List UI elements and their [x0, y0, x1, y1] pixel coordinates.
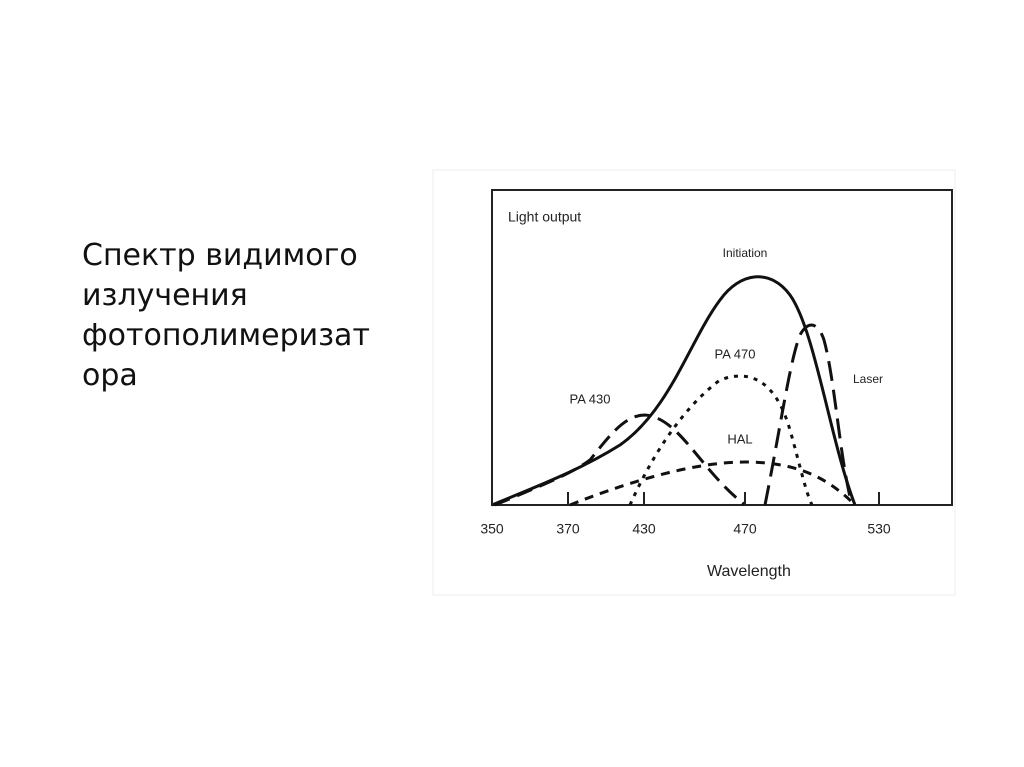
slide-text: Спектр видимого излучения фотополимеризат о…	[82, 236, 370, 396]
text-line: ора	[82, 358, 138, 393]
x-tick-label: 350	[480, 521, 504, 537]
x-tick-label: 370	[556, 521, 580, 537]
figure-frame	[432, 169, 956, 596]
y-axis-label: Light output	[508, 209, 581, 225]
x-tick-label: 530	[867, 521, 891, 537]
curve-label: HAL	[727, 431, 752, 446]
curve-label: Initiation	[723, 246, 768, 260]
x-axis-label: Wavelength	[707, 563, 791, 580]
pa470-curve	[628, 374, 814, 506]
text-line: фотополимеризат	[82, 318, 370, 353]
curve-label: PA 470	[715, 346, 756, 361]
plot-frame	[491, 189, 953, 506]
curve-label: PA 430	[570, 391, 611, 406]
curve-label: Laser	[853, 372, 883, 386]
x-tick-label: 430	[632, 521, 656, 537]
pa430-curve	[494, 413, 746, 507]
text-line: Спектр видимого	[82, 238, 358, 273]
laser-curve	[763, 323, 854, 506]
x-tick-label: 470	[733, 521, 757, 537]
hal-curve	[569, 460, 857, 507]
text-line: излучения	[82, 278, 248, 313]
